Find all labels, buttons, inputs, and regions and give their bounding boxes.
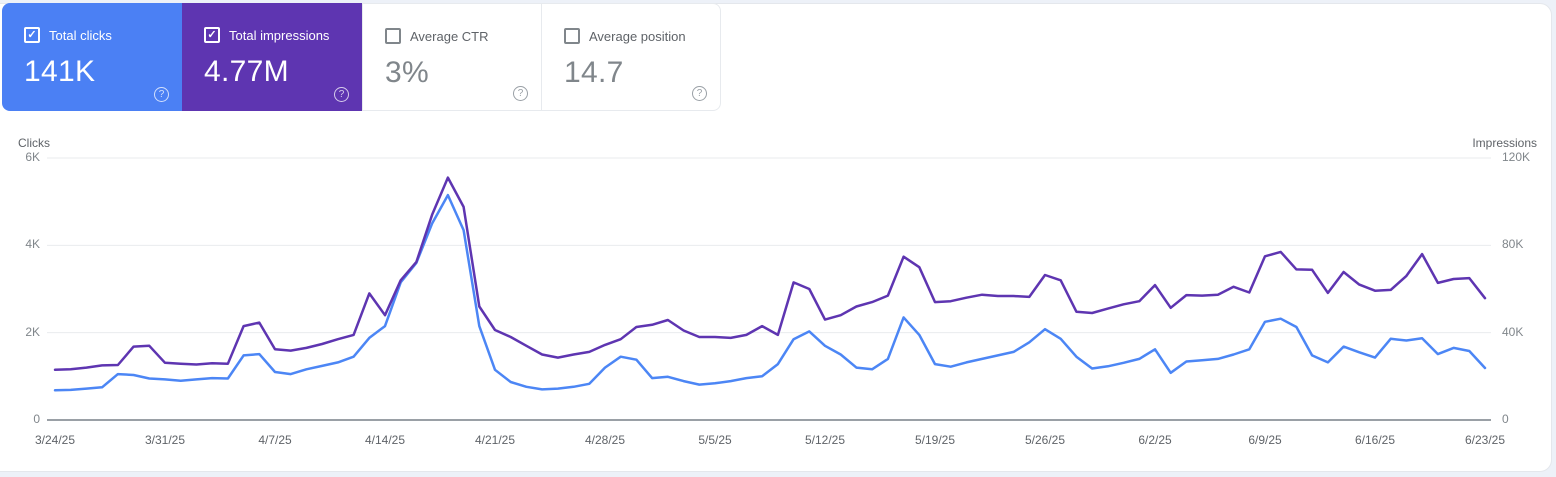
help-icon[interactable]: ?	[692, 86, 707, 101]
metric-card-label: Average CTR	[410, 28, 489, 44]
metric-card-total-impressions[interactable]: ✓ Total impressions 4.77M ?	[182, 3, 362, 111]
help-icon[interactable]: ?	[154, 87, 169, 102]
metric-card-total-clicks[interactable]: ✓ Total clicks 141K ?	[2, 3, 182, 111]
x-axis-date-label: 6/16/25	[1354, 433, 1396, 447]
metric-cards-row: ✓ Total clicks 141K ? ✓ Total impression…	[2, 3, 721, 111]
total-clicks-checkbox[interactable]: ✓	[24, 27, 40, 43]
metric-card-label: Average position	[589, 28, 686, 44]
help-icon[interactable]: ?	[334, 87, 349, 102]
metric-card-header: ✓ Total impressions	[204, 27, 362, 43]
left-axis-title: Clicks	[18, 136, 50, 150]
x-axis-date-label: 5/5/25	[698, 433, 732, 447]
metric-card-header: ✓ Average position	[564, 28, 720, 44]
metric-card-value: 141K	[24, 55, 96, 88]
total-impressions-checkbox[interactable]: ✓	[204, 27, 220, 43]
help-icon[interactable]: ?	[513, 86, 528, 101]
x-axis-date-label: 3/24/25	[34, 433, 76, 447]
left-axis-tick: 6K	[25, 150, 40, 164]
x-axis-date-label: 6/23/25	[1464, 433, 1506, 447]
right-axis-tick: 80K	[1502, 237, 1524, 252]
impressions-line	[53, 176, 1487, 372]
metric-card-value: 4.77M	[204, 55, 289, 88]
left-axis-tick: 0	[33, 412, 40, 426]
metric-card-average-ctr[interactable]: ✓ Average CTR 3% ?	[362, 3, 542, 111]
x-axis-date-label: 3/31/25	[144, 433, 186, 447]
right-axis-title: Impressions	[1472, 136, 1537, 150]
clicks-line	[53, 193, 1487, 392]
x-axis-date-label: 5/19/25	[914, 433, 956, 447]
checkmark-icon: ✓	[27, 28, 37, 41]
x-axis-date-label: 5/26/25	[1024, 433, 1066, 447]
left-axis-tick: 4K	[25, 237, 40, 252]
metric-card-header: ✓ Average CTR	[385, 28, 541, 44]
metric-card-value: 3%	[385, 56, 429, 89]
x-axis-date-label: 6/2/25	[1138, 433, 1172, 447]
left-axis-tick: 2K	[25, 324, 40, 339]
x-axis-date-label: 5/12/25	[804, 433, 846, 447]
metric-card-value: 14.7	[564, 56, 624, 89]
metric-card-label: Total impressions	[229, 27, 330, 43]
x-axis-date-label: 4/28/25	[584, 433, 626, 447]
average-ctr-checkbox[interactable]: ✓	[385, 28, 401, 44]
x-axis-date-label: 4/7/25	[258, 433, 292, 447]
metric-card-header: ✓ Total clicks	[24, 27, 182, 43]
right-axis-tick: 0	[1502, 412, 1509, 426]
metric-card-average-position[interactable]: ✓ Average position 14.7 ?	[541, 3, 721, 111]
right-axis-tick: 120K	[1502, 150, 1531, 164]
right-axis-tick: 40K	[1502, 324, 1524, 339]
checkmark-icon: ✓	[207, 28, 217, 41]
x-axis-date-label: 6/9/25	[1248, 433, 1282, 447]
x-axis-date-label: 4/14/25	[364, 433, 406, 447]
metric-card-label: Total clicks	[49, 27, 112, 43]
x-axis-date-label: 4/21/25	[474, 433, 516, 447]
average-position-checkbox[interactable]: ✓	[564, 28, 580, 44]
